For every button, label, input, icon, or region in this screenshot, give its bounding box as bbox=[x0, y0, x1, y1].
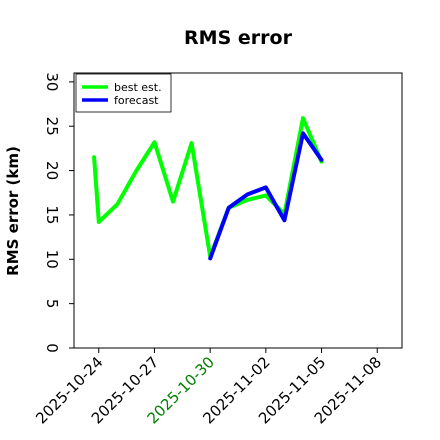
y-tick-label: 25 bbox=[43, 117, 61, 136]
series-layer bbox=[92, 116, 324, 261]
legend-label-forecast: forecast bbox=[114, 94, 159, 107]
legend-box bbox=[75, 73, 172, 113]
legend: best est. forecast bbox=[75, 73, 172, 113]
chart-title: RMS error bbox=[184, 27, 293, 49]
plot-frame bbox=[73, 72, 403, 349]
x-axis: 2025-10-242025-10-272025-10-302025-11-02… bbox=[32, 348, 385, 427]
y-tick-label: 10 bbox=[43, 250, 61, 269]
y-axis: 0 5 10 15 20 25 30 bbox=[43, 72, 74, 353]
legend-label-best-est: best est. bbox=[114, 81, 162, 94]
y-tick-label: 5 bbox=[43, 299, 61, 309]
series-line-forecast bbox=[208, 131, 324, 261]
y-tick-label: 0 bbox=[43, 343, 61, 353]
y-axis-label: RMS error (km) bbox=[4, 146, 22, 276]
series-line-best-est bbox=[92, 116, 324, 259]
y-tick-label: 20 bbox=[43, 161, 61, 180]
y-tick-label: 30 bbox=[43, 72, 61, 91]
y-tick-label: 15 bbox=[43, 205, 61, 224]
